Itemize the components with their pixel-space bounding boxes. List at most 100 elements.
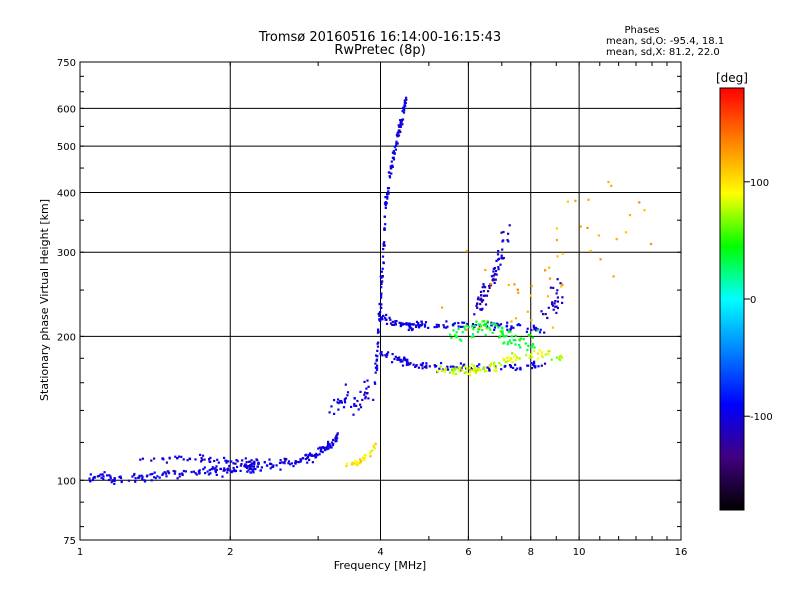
data-point xyxy=(415,364,418,367)
data-point xyxy=(468,365,471,369)
data-point xyxy=(372,398,375,401)
data-point xyxy=(141,475,144,478)
x-tick-label: 1 xyxy=(77,547,83,558)
data-point xyxy=(443,370,447,373)
data-point xyxy=(579,225,582,228)
data-point xyxy=(375,354,378,357)
data-point xyxy=(384,196,387,199)
data-point xyxy=(216,458,219,461)
data-point xyxy=(287,462,290,465)
data-point xyxy=(465,367,468,370)
data-point xyxy=(224,459,227,462)
data-point xyxy=(91,479,94,482)
data-point xyxy=(234,462,237,465)
data-point xyxy=(451,323,454,327)
data-point xyxy=(494,367,497,370)
data-point xyxy=(363,453,366,457)
data-point xyxy=(248,460,252,463)
data-point xyxy=(380,282,383,286)
data-point xyxy=(279,468,282,471)
data-point xyxy=(490,322,493,325)
data-point xyxy=(400,118,403,121)
data-point xyxy=(493,361,496,364)
data-point xyxy=(533,350,536,353)
data-point xyxy=(546,350,549,353)
data-point xyxy=(499,263,502,266)
data-point xyxy=(93,475,96,479)
data-point xyxy=(393,357,396,361)
data-point xyxy=(382,248,385,251)
data-point xyxy=(376,349,379,352)
data-point xyxy=(342,406,346,409)
data-point xyxy=(467,372,470,375)
data-point xyxy=(496,253,500,256)
data-point xyxy=(479,325,483,328)
data-point xyxy=(98,474,101,477)
data-point xyxy=(394,148,397,151)
data-point xyxy=(511,361,514,364)
data-point xyxy=(519,346,522,349)
data-point xyxy=(555,227,558,230)
data-point xyxy=(384,206,387,209)
data-point xyxy=(475,320,478,323)
data-point xyxy=(441,306,444,309)
data-point xyxy=(443,326,446,329)
data-point xyxy=(209,460,212,463)
data-point xyxy=(453,367,456,370)
data-point xyxy=(384,202,387,205)
data-point xyxy=(507,356,510,359)
data-point xyxy=(510,356,513,360)
data-point xyxy=(496,324,499,327)
data-point xyxy=(230,460,233,463)
data-point xyxy=(522,338,525,341)
data-point xyxy=(518,357,521,360)
data-point xyxy=(437,323,440,327)
data-point xyxy=(386,195,389,198)
data-point xyxy=(479,308,482,311)
data-point xyxy=(556,300,559,303)
data-point xyxy=(395,140,398,143)
data-point xyxy=(544,353,547,356)
data-point xyxy=(382,314,385,317)
data-point xyxy=(151,472,154,476)
data-point xyxy=(336,401,339,404)
data-point xyxy=(178,475,181,478)
data-point xyxy=(385,318,388,321)
data-point xyxy=(510,320,513,323)
y-tick-label: 200 xyxy=(57,332,76,343)
data-point xyxy=(628,214,632,217)
data-point xyxy=(299,460,302,463)
data-point xyxy=(374,371,377,374)
data-point xyxy=(476,365,479,368)
data-point xyxy=(107,478,111,482)
data-point xyxy=(365,454,368,457)
data-point xyxy=(382,262,385,265)
data-point xyxy=(363,459,366,462)
data-point xyxy=(340,401,343,404)
data-point xyxy=(383,227,386,230)
data-point xyxy=(476,302,479,305)
data-point xyxy=(399,322,402,325)
colorbar-label: [deg] xyxy=(716,71,748,85)
data-point xyxy=(423,325,427,328)
data-point xyxy=(173,472,176,475)
data-point xyxy=(379,352,382,355)
y-axis-label: Stationary phase Virtual Height [km] xyxy=(38,199,51,401)
data-point xyxy=(454,372,458,375)
data-point xyxy=(538,349,541,352)
data-point xyxy=(455,366,458,369)
data-point xyxy=(373,447,376,450)
data-point xyxy=(367,385,370,388)
data-point xyxy=(466,328,469,331)
x-axis-ticks: 1 2 4 6 8 10 16 xyxy=(77,62,687,558)
data-point xyxy=(180,455,183,458)
chart-title: Tromsø 20160516 16:14:00-16:15:43 xyxy=(258,30,501,45)
data-point xyxy=(549,286,552,289)
data-point xyxy=(559,282,562,285)
data-point xyxy=(385,313,388,316)
data-point xyxy=(466,322,469,326)
data-point xyxy=(530,284,533,287)
data-point xyxy=(405,322,408,325)
data-point xyxy=(561,252,564,255)
data-point xyxy=(256,459,259,462)
